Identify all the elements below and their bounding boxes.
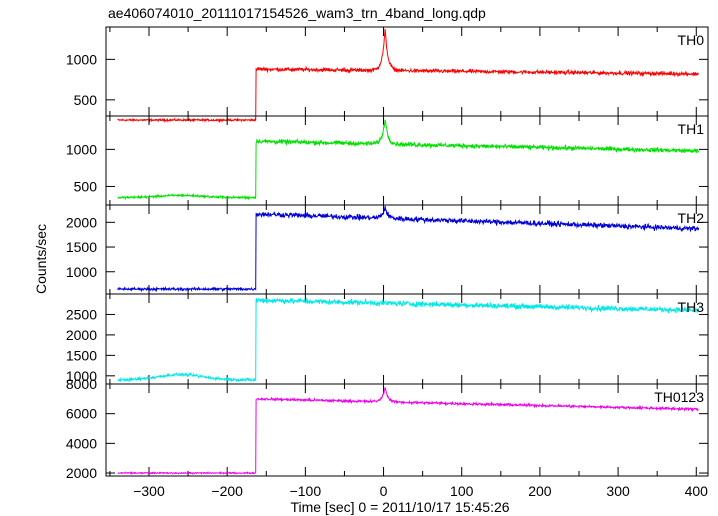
panel-label: TH3 [678, 299, 705, 315]
chart-title: ae406074010_20111017154526_wam3_trn_4ban… [108, 5, 486, 21]
x-tick-label: 100 [450, 483, 474, 499]
x-tick-label: −300 [133, 483, 165, 499]
series-line-th3 [117, 296, 700, 383]
panel-th2: 1000 1500 2000 TH2 [66, 204, 709, 295]
panel-th1: 500 1000 TH1 [66, 115, 709, 206]
panel-label: TH0123 [654, 389, 704, 405]
y-tick-label: 1000 [66, 264, 97, 280]
y-tick-label: 6000 [66, 406, 97, 422]
y-tick-label: 1000 [66, 51, 97, 67]
y-tick-label: 500 [74, 178, 98, 194]
panel-th0123: 2000 4000 6000 8000 TH0123 [66, 376, 709, 481]
x-axis-label: Time [sec] 0 = 2011/10/17 15:45:26 [290, 499, 509, 515]
y-tick-label: 1500 [66, 347, 97, 363]
y-tick-label: 1000 [66, 141, 97, 157]
panel-label: TH0 [678, 32, 705, 48]
series-line-th1 [117, 119, 700, 201]
y-tick-label: 1000 [66, 368, 97, 384]
series-line-th2 [117, 205, 700, 293]
x-tick-label: 300 [606, 483, 630, 499]
y-tick-label: 2000 [66, 465, 97, 481]
y-tick-label: 2500 [66, 306, 97, 322]
x-tick-label: 0 [380, 483, 388, 499]
y-tick-label: 2000 [66, 214, 97, 230]
panel-frame [105, 115, 709, 206]
x-tick-label: −100 [290, 483, 322, 499]
panel-th3: 1000 1500 2000 2500 TH3 [66, 293, 709, 385]
panel-frame [105, 293, 709, 385]
x-tick-label: 200 [528, 483, 552, 499]
panel-th0: 500 1000 TH0 [66, 26, 709, 124]
x-tick-label: 400 [685, 483, 709, 499]
panel-label: TH2 [678, 210, 705, 226]
panel-frame [105, 26, 709, 117]
series-line-th0123 [117, 386, 699, 476]
y-axis-label: Counts/sec [33, 224, 49, 294]
x-tick-label: −200 [211, 483, 243, 499]
series-line-th0 [117, 28, 699, 124]
y-tick-label: 4000 [66, 435, 97, 451]
y-tick-label: 500 [74, 92, 98, 108]
y-tick-label: 8000 [66, 376, 97, 392]
y-tick-label: 1500 [66, 239, 97, 255]
y-tick-label: 2000 [66, 327, 97, 343]
panel-label: TH1 [678, 121, 705, 137]
panel-frame [105, 383, 709, 477]
